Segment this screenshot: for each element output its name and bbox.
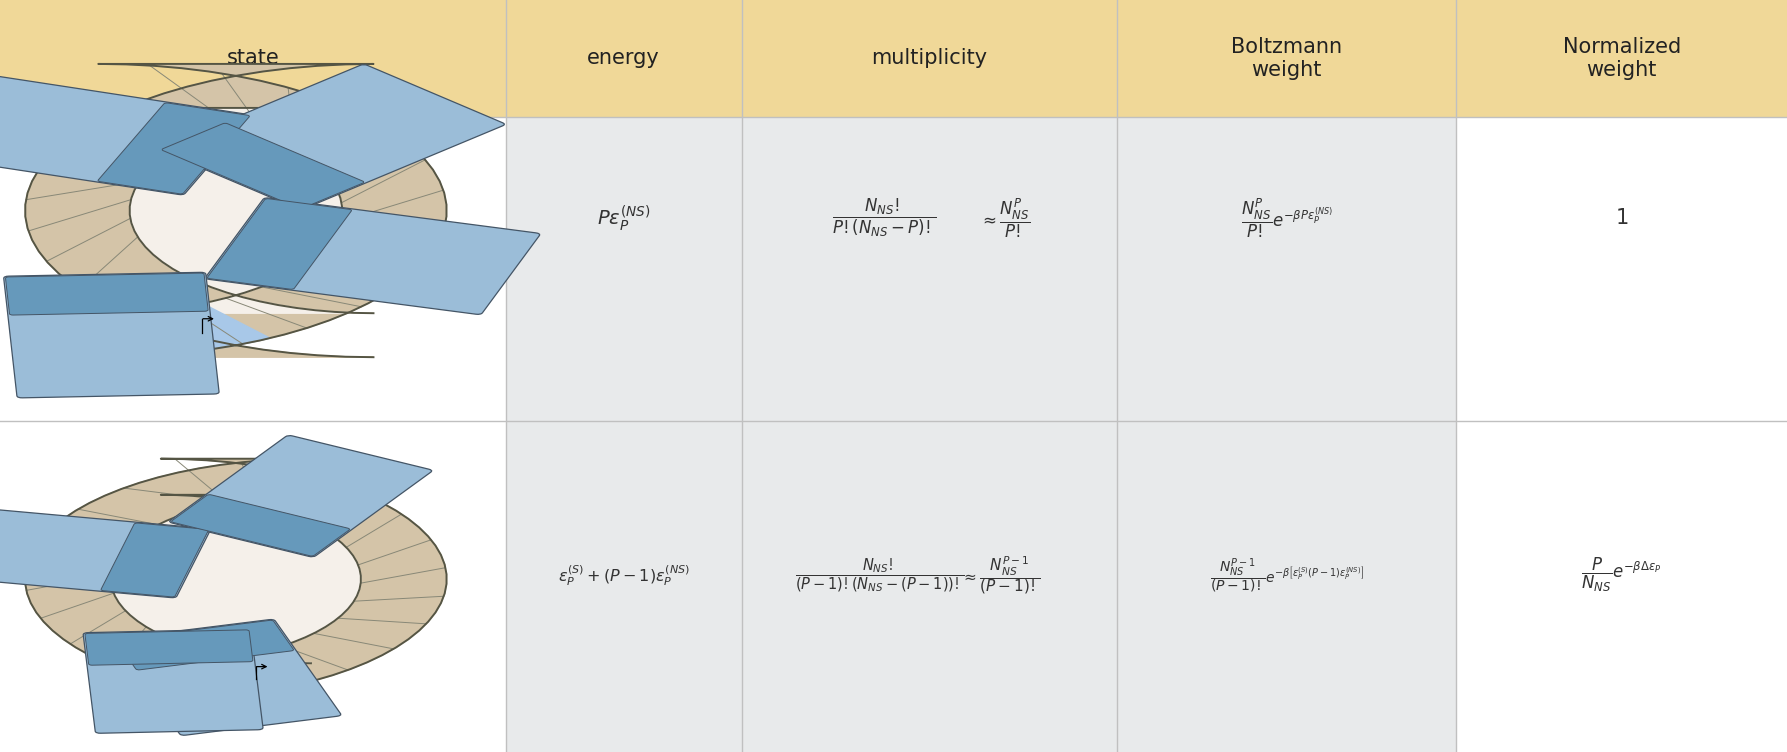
FancyBboxPatch shape [207, 199, 352, 290]
Text: $1$: $1$ [1615, 208, 1628, 228]
FancyBboxPatch shape [161, 65, 504, 209]
Bar [0, 117, 506, 752]
FancyBboxPatch shape [0, 74, 252, 195]
FancyBboxPatch shape [86, 630, 252, 666]
Text: $\dfrac{P}{N_{NS}}e^{-\beta\Delta\varepsilon_P}$: $\dfrac{P}{N_{NS}}e^{-\beta\Delta\vareps… [1581, 556, 1662, 594]
FancyBboxPatch shape [172, 495, 350, 556]
FancyBboxPatch shape [206, 198, 540, 314]
Bar [1117, 117, 1456, 752]
Text: Normalized
weight: Normalized weight [1562, 37, 1682, 80]
Polygon shape [130, 303, 270, 356]
Bar [1456, 0, 1787, 117]
Text: $\dfrac{N_{NS}^{P-1}}{(P-1)!}e^{-\beta\left[\varepsilon_P^{(S)}(P-1)\varepsilon_: $\dfrac{N_{NS}^{P-1}}{(P-1)!}e^{-\beta\l… [1210, 556, 1363, 595]
FancyBboxPatch shape [114, 620, 341, 735]
FancyBboxPatch shape [4, 272, 220, 398]
Bar [742, 117, 1117, 752]
FancyBboxPatch shape [116, 620, 293, 670]
FancyBboxPatch shape [163, 123, 365, 208]
Text: multiplicity: multiplicity [872, 48, 986, 68]
Text: $\dfrac{N_{NS}^P}{P!}e^{-\beta P\varepsilon_P^{(NS)}}$: $\dfrac{N_{NS}^P}{P!}e^{-\beta P\varepsi… [1240, 196, 1333, 240]
Bar [1456, 117, 1787, 752]
Polygon shape [111, 495, 361, 663]
FancyBboxPatch shape [5, 273, 207, 315]
Text: energy: energy [588, 48, 659, 68]
Bar [1117, 0, 1456, 117]
Text: $\dfrac{N_{NS}!}{(P-1)!(N_{NS}-(P-1))!}$: $\dfrac{N_{NS}!}{(P-1)!(N_{NS}-(P-1))!}$ [795, 556, 963, 594]
Text: $\approx \dfrac{N_{NS}^P}{P!}$: $\approx \dfrac{N_{NS}^P}{P!}$ [979, 196, 1029, 240]
Polygon shape [98, 108, 373, 313]
Polygon shape [25, 459, 447, 699]
FancyBboxPatch shape [170, 435, 432, 556]
Polygon shape [25, 64, 447, 357]
FancyBboxPatch shape [98, 103, 250, 194]
Text: $\dfrac{N_{NS}!}{P!(N_{NS}-P)!}$: $\dfrac{N_{NS}!}{P!(N_{NS}-P)!}$ [833, 197, 936, 239]
Bar [0, 0, 506, 117]
FancyBboxPatch shape [84, 629, 263, 733]
Text: $P\varepsilon_P^{(NS)}$: $P\varepsilon_P^{(NS)}$ [597, 203, 650, 233]
Text: $\varepsilon_P^{(S)} + (P-1)\varepsilon_P^{(NS)}$: $\varepsilon_P^{(S)} + (P-1)\varepsilon_… [558, 562, 690, 588]
Bar [506, 0, 742, 117]
FancyBboxPatch shape [0, 508, 211, 598]
Bar [742, 0, 1117, 117]
FancyBboxPatch shape [102, 523, 209, 597]
Text: $\approx \dfrac{N_{NS}^{P-1}}{(P-1)!}$: $\approx \dfrac{N_{NS}^{P-1}}{(P-1)!}$ [961, 554, 1040, 596]
Bar [506, 117, 742, 752]
Text: Boltzmann
weight: Boltzmann weight [1231, 37, 1342, 80]
Polygon shape [191, 652, 316, 698]
Text: state: state [227, 48, 279, 68]
